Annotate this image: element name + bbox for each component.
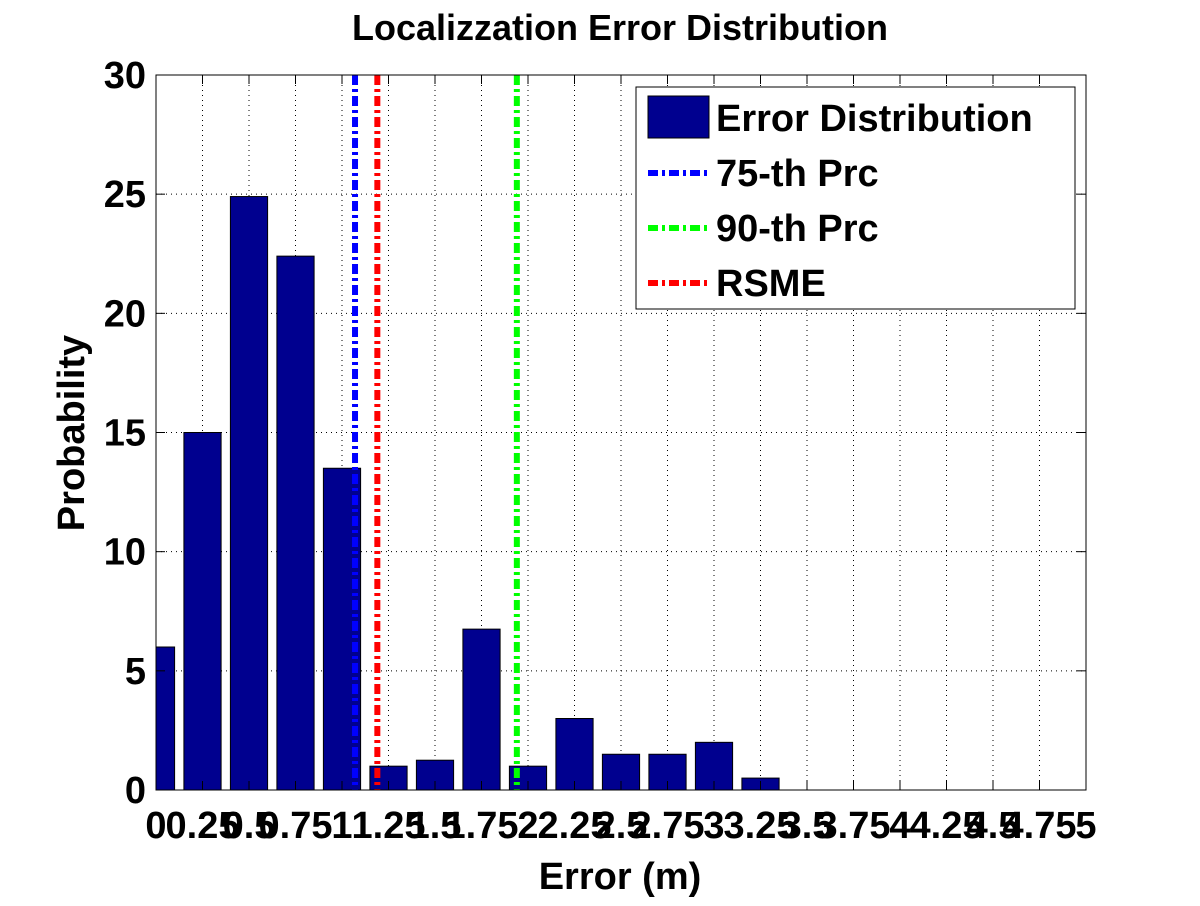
y-tick-label: 10 — [104, 532, 146, 574]
legend-swatch-bar — [647, 95, 710, 139]
bar — [155, 646, 176, 791]
x-tick-label: 2.5 — [595, 805, 648, 847]
bar — [555, 718, 594, 791]
x-tick-label: 0.25 — [166, 805, 240, 847]
legend-label: 75-th Prc — [716, 153, 879, 195]
x-axis-label: Error (m) — [539, 856, 702, 898]
y-tick-label: 30 — [104, 55, 146, 97]
y-tick-label: 0 — [125, 770, 146, 812]
y-tick-label: 25 — [104, 174, 146, 216]
x-tick-label: 1 — [331, 805, 352, 847]
reference-lines — [352, 75, 520, 790]
x-tick-label: 1.25 — [352, 805, 426, 847]
bar — [229, 196, 269, 791]
x-tick-label: 0 — [145, 805, 166, 847]
bar — [462, 628, 501, 791]
chart-title: Localizzation Error Distribution — [352, 7, 888, 48]
x-tick-label: 3.75 — [817, 805, 891, 847]
tick-labels: 00.250.50.7511.251.51.7522.252.52.7533.2… — [104, 55, 1097, 847]
ticks — [155, 74, 1087, 791]
x-tick-label: 4.25 — [910, 805, 984, 847]
bar — [276, 255, 315, 791]
x-tick-label: 2.75 — [631, 805, 705, 847]
x-tick-label: 2 — [517, 805, 538, 847]
legend-label: 90-th Prc — [716, 208, 879, 250]
legend: Error Distribution 75-th Prc 90-th Prc RSME — [635, 86, 1076, 310]
x-tick-label: 5 — [1075, 805, 1096, 847]
x-tick-label: 0.5 — [223, 805, 276, 847]
bar — [183, 432, 222, 791]
x-tick-label: 4 — [889, 805, 910, 847]
x-tick-label: 1.75 — [445, 805, 519, 847]
legend-label: Error Distribution — [716, 98, 1033, 140]
x-tick-label: 4.5 — [967, 805, 1020, 847]
x-tick-label: 4.75 — [1003, 805, 1077, 847]
x-tick-label: 3 — [703, 805, 724, 847]
legend-label: RSME — [716, 263, 826, 305]
x-tick-label: 3.25 — [724, 805, 798, 847]
y-axis-label: Probability — [51, 335, 93, 531]
y-tick-label: 5 — [125, 651, 146, 693]
x-tick-label: 0.75 — [259, 805, 333, 847]
x-tick-label: 1.5 — [409, 805, 462, 847]
x-tick-label: 2.25 — [538, 805, 612, 847]
y-tick-label: 15 — [104, 413, 146, 455]
x-tick-label: 3.5 — [781, 805, 834, 847]
y-tick-label: 20 — [104, 293, 146, 335]
